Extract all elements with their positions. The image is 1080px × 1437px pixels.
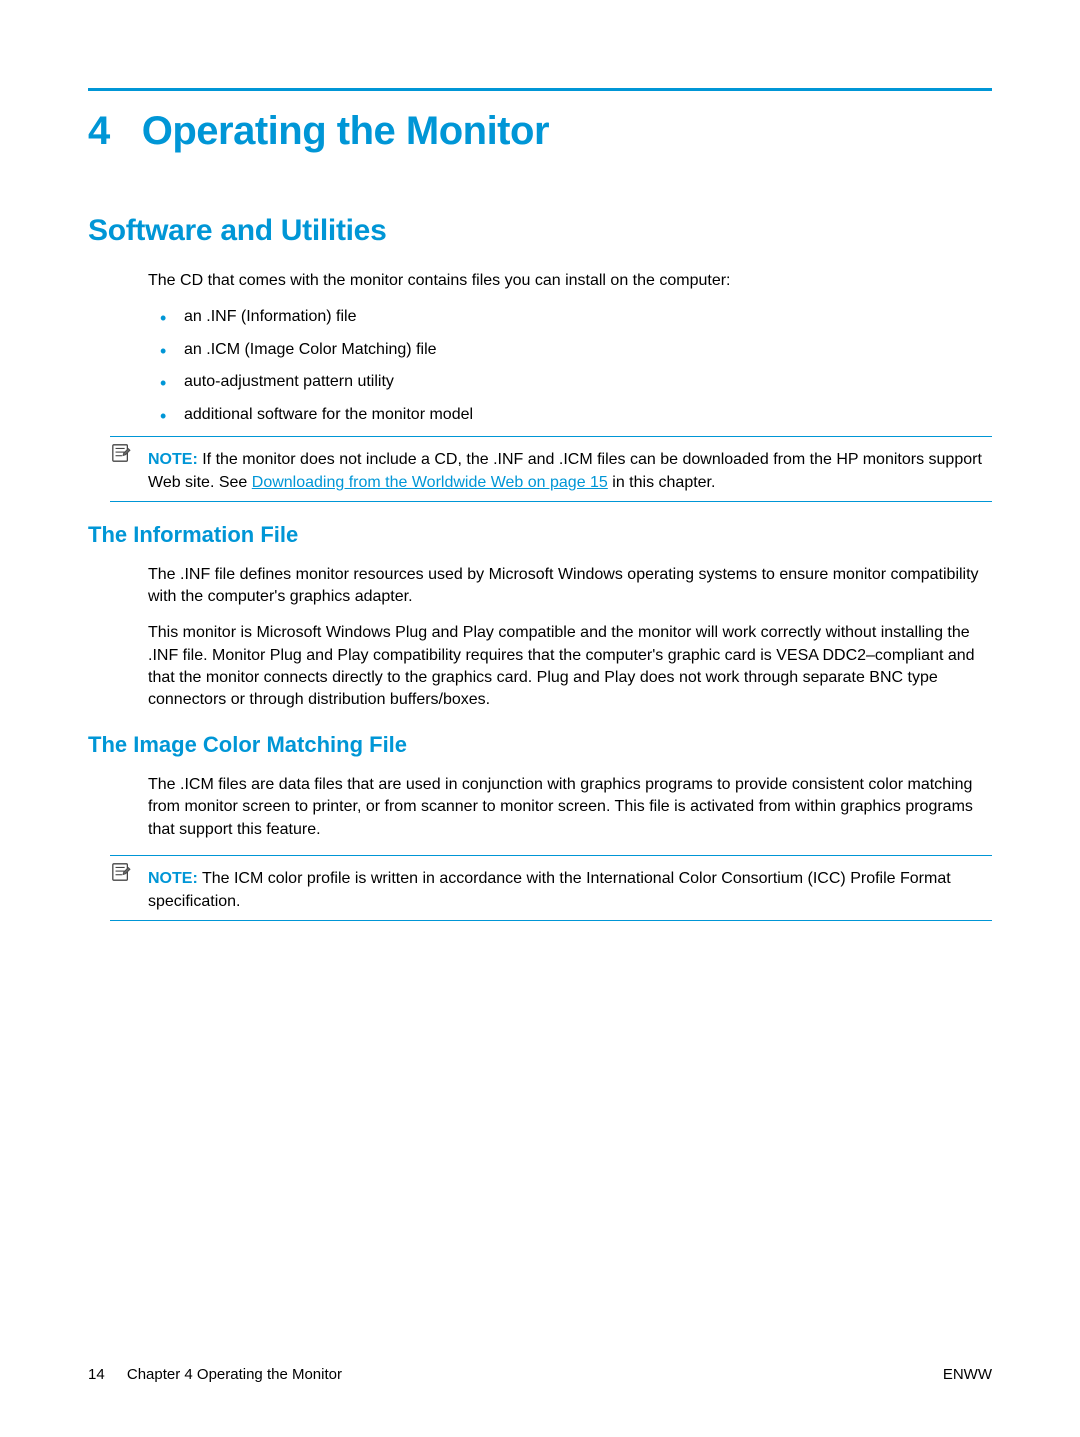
info-file-p1: The .INF file defines monitor resources … (148, 564, 992, 609)
chapter-number: 4 (88, 109, 110, 154)
note-text: NOTE: If the monitor does not include a … (110, 448, 992, 494)
info-file-p2: This monitor is Microsoft Windows Plug a… (148, 622, 992, 712)
subsection-icm-heading: The Image Color Matching File (88, 732, 992, 758)
icm-p1: The .ICM files are data files that are u… (148, 774, 992, 841)
page-number: 14 (88, 1366, 105, 1383)
note-icon (110, 443, 138, 470)
note-text: NOTE: The ICM color profile is written i… (110, 867, 992, 913)
list-item: auto-adjustment pattern utility (148, 371, 992, 393)
note-link-downloading[interactable]: Downloading from the Worldwide Web on pa… (252, 474, 608, 491)
note-label: NOTE: (148, 870, 198, 887)
section1-bullet-list: an .INF (Information) file an .ICM (Imag… (148, 306, 992, 426)
subsection-information-file-heading: The Information File (88, 522, 992, 548)
note-label: NOTE: (148, 451, 198, 468)
top-rule (88, 88, 992, 91)
list-item: additional software for the monitor mode… (148, 404, 992, 426)
list-item: an .INF (Information) file (148, 306, 992, 328)
chapter-heading: 4 Operating the Monitor (88, 109, 992, 154)
chapter-title: Operating the Monitor (142, 109, 549, 153)
footer-chapter-ref: Chapter 4 Operating the Monitor (127, 1366, 342, 1383)
note-post-text: in this chapter. (608, 474, 716, 491)
page-footer: 14 Chapter 4 Operating the Monitor ENWW (88, 1366, 992, 1383)
list-item: an .ICM (Image Color Matching) file (148, 339, 992, 361)
footer-lang: ENWW (943, 1366, 992, 1383)
note-icon (110, 862, 138, 889)
section1-intro: The CD that comes with the monitor conta… (148, 270, 992, 292)
note-block-1: NOTE: If the monitor does not include a … (110, 436, 992, 502)
footer-left: 14 Chapter 4 Operating the Monitor (88, 1366, 342, 1383)
note-block-2: NOTE: The ICM color profile is written i… (110, 855, 992, 921)
note-body: The ICM color profile is written in acco… (148, 870, 951, 910)
section-software-utilities-heading: Software and Utilities (88, 214, 992, 248)
